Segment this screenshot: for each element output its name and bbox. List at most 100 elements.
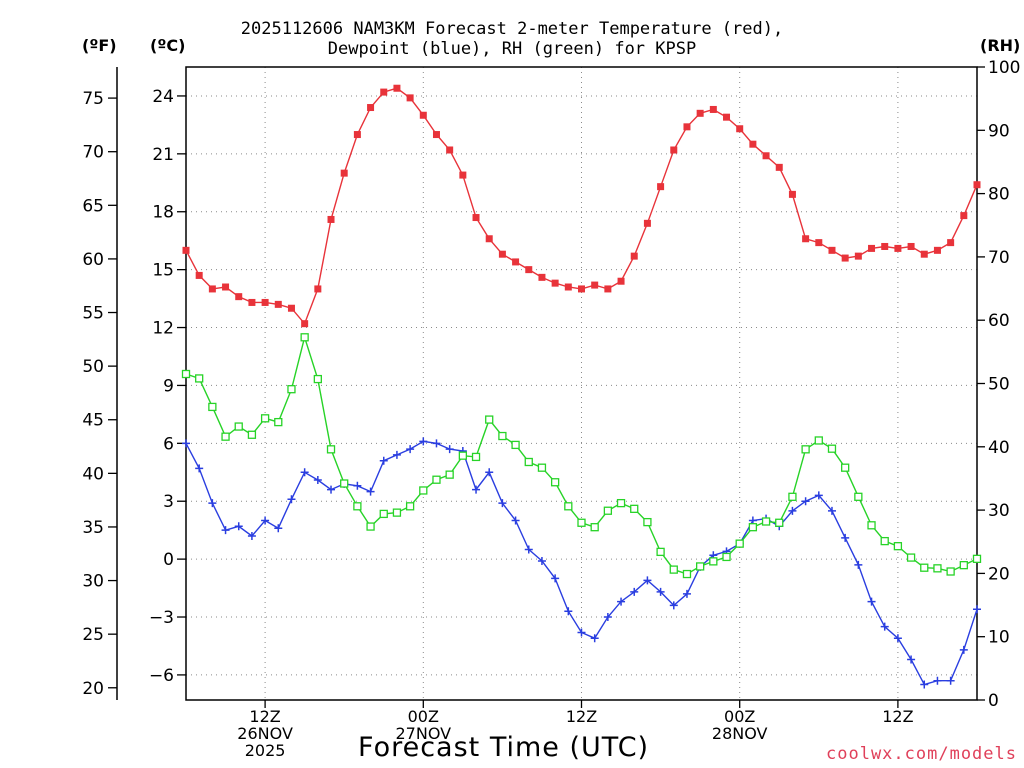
x-tick-label: 28NOV — [712, 724, 768, 743]
2-meter-temperature-point — [432, 131, 440, 139]
2-meter-temperature-point — [907, 242, 915, 250]
celsius-tick-label: 12 — [152, 319, 174, 339]
2-meter-temperature-point — [657, 183, 665, 191]
dewpoint-point — [221, 526, 230, 535]
x-tick-label: 26NOV — [237, 724, 293, 743]
rh-tick-label: 80 — [988, 185, 1010, 205]
rh-point — [696, 562, 705, 571]
2-meter-temperature-point — [973, 181, 981, 189]
fahrenheit-tick-label: 25 — [82, 625, 104, 645]
2-meter-temperature-point — [762, 152, 770, 160]
rh-point — [775, 518, 784, 527]
rh-point — [392, 508, 402, 517]
rh-point — [590, 523, 599, 532]
rh-point — [564, 502, 573, 511]
dewpoint-point — [854, 560, 863, 569]
rh-point — [550, 478, 560, 487]
2-meter-temperature-point — [261, 298, 269, 306]
celsius-tick-label: 6 — [163, 434, 174, 454]
rh-point — [300, 333, 309, 342]
fahrenheit-tick-label: 65 — [82, 196, 104, 216]
rh-point — [326, 445, 336, 454]
rh-point — [788, 492, 797, 501]
dewpoint-point — [814, 491, 823, 500]
2-meter-temperature-point — [920, 250, 928, 258]
2-meter-temperature-point — [498, 250, 506, 258]
rh-point — [735, 539, 744, 548]
2-meter-temperature-point — [222, 283, 230, 291]
dewpoint-point — [973, 605, 981, 614]
2-meter-temperature-point — [406, 94, 414, 102]
dewpoint-point — [472, 485, 481, 494]
2-meter-temperature-point — [353, 131, 361, 139]
rh-point — [577, 518, 586, 527]
2-meter-temperature-point — [802, 235, 810, 243]
2-meter-temperature-point — [551, 279, 559, 287]
2-meter-temperature-point — [960, 212, 968, 220]
dewpoint-point — [669, 601, 678, 610]
dewpoint-point — [274, 524, 283, 533]
dewpoint-point — [327, 485, 336, 494]
2-meter-temperature-point — [749, 140, 757, 148]
rh-unit-label: (RH) — [980, 36, 1021, 55]
2-meter-temperature-point — [815, 239, 823, 247]
celsius-tick-label: 18 — [152, 203, 174, 223]
2-meter-temperature-point — [327, 215, 335, 223]
dewpoint-point — [617, 597, 626, 606]
rh-point — [445, 470, 454, 479]
2-meter-temperature-point — [604, 285, 612, 293]
dewpoint-point — [577, 628, 586, 637]
plot-frame — [185, 66, 978, 701]
rh-point — [340, 479, 349, 488]
rh-tick-label: 30 — [988, 501, 1010, 521]
2-meter-temperature-point — [670, 146, 678, 154]
celsius-tick-label: −3 — [149, 608, 174, 628]
dewpoint-point — [841, 533, 850, 542]
dewpoint-point — [432, 439, 441, 448]
2-meter-temperature-point — [683, 123, 691, 131]
dewpoint-point — [959, 645, 968, 654]
dewpoint-point — [313, 475, 322, 484]
2-meter-temperature-point — [287, 304, 295, 312]
x-tick-label: 2025 — [245, 741, 286, 760]
x-tick-label: 00Z — [408, 707, 439, 726]
chart-grid — [186, 67, 977, 700]
rh-point — [511, 440, 520, 450]
dewpoint-point — [827, 506, 836, 515]
dewpoint-point — [867, 597, 876, 606]
fahrenheit-tick-label: 55 — [82, 304, 104, 324]
rh-point — [208, 402, 217, 412]
x-tick-label: 00Z — [724, 707, 755, 726]
rh-tick-label: 0 — [988, 691, 999, 711]
rh-tick-label: 100 — [988, 58, 1020, 78]
rh-point — [630, 504, 639, 513]
2-meter-temperature-point — [736, 125, 744, 133]
fahrenheit-tick-label: 30 — [82, 572, 104, 592]
2-meter-temperature-point — [868, 244, 876, 252]
dewpoint-point — [801, 497, 810, 506]
rh-point — [893, 542, 903, 551]
dewpoint-point — [907, 655, 916, 664]
dewpoint-point — [419, 437, 428, 446]
2-meter-temperature-point — [947, 239, 955, 247]
rh-point — [537, 463, 547, 472]
fahrenheit-tick-label: 60 — [82, 250, 104, 270]
2-meter-temperature-point — [301, 320, 309, 328]
dewpoint-point — [682, 589, 691, 598]
2-meter-temperature-point — [512, 258, 520, 266]
rh-point — [656, 547, 665, 557]
rh-point — [366, 522, 375, 531]
dewpoint-point — [564, 607, 573, 616]
dewpoint-point — [788, 506, 797, 515]
rh-point — [353, 502, 362, 511]
dewpoint-point — [920, 680, 929, 689]
rh-point — [880, 536, 889, 546]
dewpoint-point — [656, 587, 665, 596]
fahrenheit-tick-label: 20 — [82, 679, 104, 699]
dewpoint-point — [261, 516, 270, 525]
rh-point — [709, 557, 718, 566]
dewpoint-point — [603, 613, 612, 622]
2-meter-temperature-point — [446, 146, 454, 154]
rh-point — [616, 498, 626, 508]
